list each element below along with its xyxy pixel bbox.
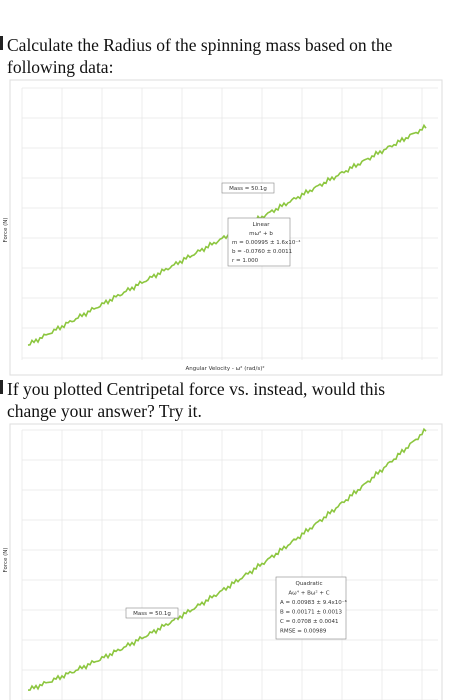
- question-line: If you plotted Centripetal force vs. ins…: [7, 379, 385, 399]
- grid: [21, 429, 438, 700]
- data-line: [28, 427, 427, 691]
- fit-text: Linear mω² + b m = 0.00995 ± 1.6x10⁻⁴ b = -…: [232, 222, 301, 264]
- question-line: change your answer? Try it.: [7, 401, 202, 421]
- bullet: [0, 36, 3, 50]
- bullet: [0, 380, 3, 394]
- fit-line: Linear: [252, 222, 270, 228]
- fit-line: r = 1.000: [232, 258, 259, 264]
- fit-line: b = -0.0760 ± 0.0011: [232, 249, 292, 255]
- figure-frame: [9, 423, 443, 700]
- x-axis-label: Angular Velocity - ω² (rad/s)²: [185, 365, 264, 372]
- fit-line: C = 0.0708 ± 0.0041: [280, 619, 339, 625]
- annotation-box: [221, 182, 275, 194]
- question-line: following data:: [7, 57, 113, 77]
- fit-line: m = 0.00995 ± 1.6x10⁻⁴: [232, 239, 301, 246]
- fit-line: B = 0.00171 ± 0.0013: [280, 610, 342, 616]
- fit-line: A = 0.00983 ± 9.4x10⁻⁶: [280, 599, 348, 606]
- annotation-box: [125, 607, 179, 619]
- fit-line: RMSE = 0.00989: [280, 629, 327, 635]
- annotation: Mass = 50.1g: [133, 611, 171, 617]
- fit-box: [227, 217, 291, 267]
- fit-line: Quadratic: [295, 581, 322, 587]
- annotation: Mass = 50.1g: [229, 186, 267, 192]
- fit-box: [275, 576, 347, 640]
- fit-line: mω² + b: [249, 230, 273, 237]
- question-line: Calculate the Radius of the spinning mas…: [7, 35, 393, 55]
- data-line: [27, 123, 427, 346]
- y-axis-label: Force (N): [3, 217, 9, 242]
- fit-line: Aω⁴ + Bω² + C: [288, 590, 329, 597]
- y-axis-label: Force (N): [3, 547, 9, 572]
- figure-frame: [9, 79, 443, 376]
- fit-text: Quadratic Aω⁴ + Bω² + C A = 0.00983 ± 9.4x…: [280, 581, 348, 635]
